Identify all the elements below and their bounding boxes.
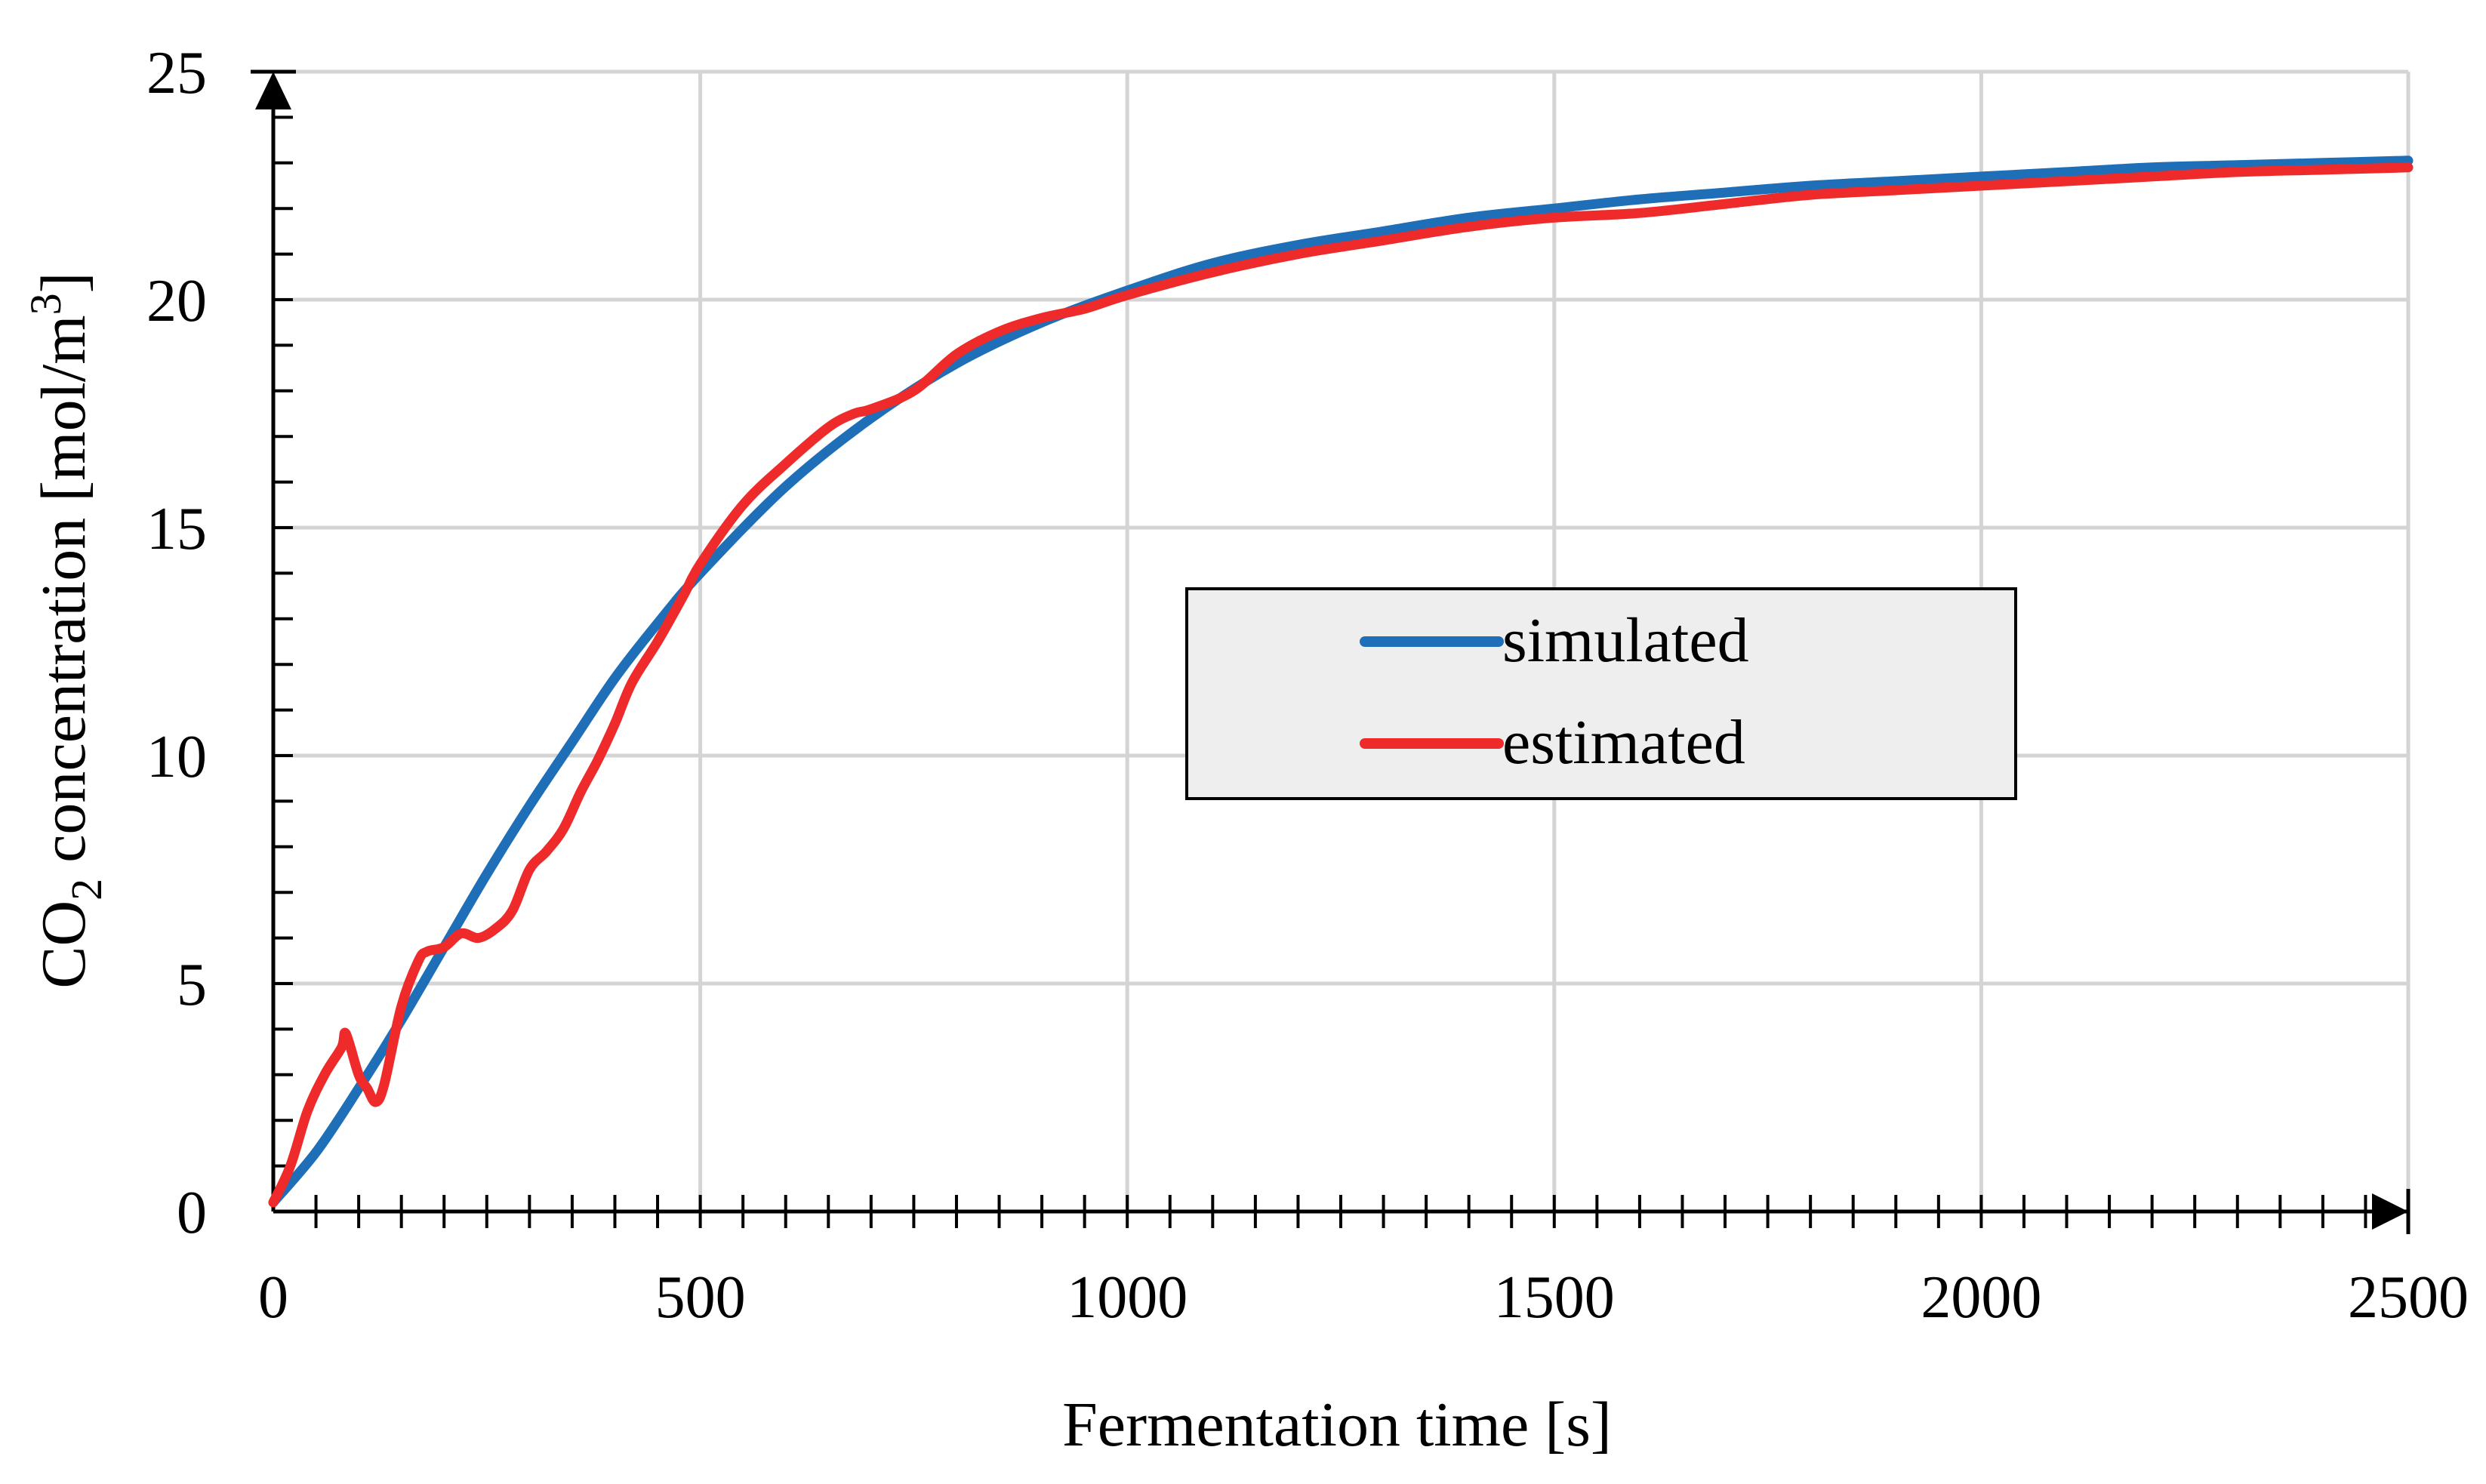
x-tick-label-2000: 2000 — [1921, 1264, 2041, 1331]
x-tick-label-500: 500 — [655, 1264, 746, 1331]
legend-box — [1185, 587, 2017, 800]
y-tick-label-10: 10 — [146, 724, 207, 790]
series-lines — [268, 155, 2414, 1208]
y-axis-title-superscript: 3 — [21, 293, 70, 315]
y-axis-arrowhead — [255, 72, 291, 109]
y-axis-title: CO2 concentration [mol/m3] — [21, 272, 111, 988]
y-tick-label-20: 20 — [146, 268, 207, 334]
y-tick-label-15: 15 — [146, 496, 207, 562]
x-tick-label-1000: 1000 — [1067, 1264, 1188, 1331]
y-axis-title-rest: concentration [mol/m — [29, 315, 99, 878]
legend-label-simulated: simulated — [1502, 605, 1749, 676]
x-axis-arrowhead — [2372, 1193, 2408, 1230]
legend-label-estimated: estimated — [1502, 707, 1745, 777]
series-line-estimated — [268, 162, 2414, 1208]
tick-labels: 0 500 1000 1500 2000 2500 0 5 10 15 20 25 — [146, 40, 2469, 1331]
x-tick-label-2500: 2500 — [2348, 1264, 2469, 1331]
x-tick-label-1500: 1500 — [1494, 1264, 1615, 1331]
x-tick-label-0: 0 — [258, 1264, 288, 1331]
tick-marks — [273, 115, 2367, 1228]
y-axis-title-subscript: 2 — [62, 879, 111, 901]
y-tick-label-0: 0 — [177, 1180, 207, 1246]
y-axis-title-close: ] — [29, 272, 99, 293]
legend: simulated estimated — [1185, 587, 2017, 800]
y-tick-label-5: 5 — [177, 952, 207, 1018]
y-axis-title-main: CO — [29, 901, 99, 989]
x-axis-title: Fermentation time [s] — [1062, 1390, 1612, 1460]
y-tick-label-25: 25 — [146, 40, 207, 106]
